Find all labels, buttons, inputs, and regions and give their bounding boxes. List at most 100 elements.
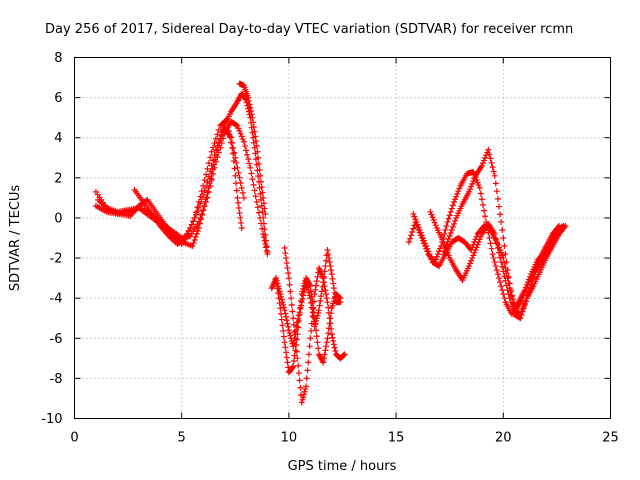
data-point (431, 219, 438, 226)
data-point (474, 241, 481, 248)
data-point (330, 280, 337, 287)
series-pass-e (236, 80, 269, 217)
data-point (520, 303, 527, 310)
data-point (328, 267, 335, 274)
data-point (239, 136, 246, 143)
data-point (226, 133, 233, 140)
data-point (263, 244, 270, 251)
data-point (488, 159, 495, 166)
data-point (315, 309, 322, 316)
data-point (469, 255, 476, 262)
data-point (213, 135, 220, 142)
data-point (412, 216, 419, 223)
data-point (291, 335, 298, 342)
data-point (313, 333, 320, 340)
data-point (275, 285, 282, 292)
data-point (235, 204, 242, 211)
data-point (252, 193, 259, 200)
data-point (330, 285, 337, 292)
data-point (496, 244, 503, 251)
data-point (501, 273, 508, 280)
data-point (286, 281, 293, 288)
data-point (218, 140, 225, 147)
data-point (327, 320, 334, 327)
data-point (443, 222, 450, 229)
data-point (245, 156, 252, 163)
data-point (492, 180, 499, 187)
data-point (258, 220, 265, 227)
data-point (534, 261, 541, 268)
data-point (521, 289, 528, 296)
data-point (300, 292, 307, 299)
data-point (255, 160, 262, 167)
data-point (306, 343, 313, 350)
data-point (189, 243, 196, 250)
data-point (260, 200, 267, 207)
y-tick-label: -2 (50, 252, 63, 267)
data-point (323, 291, 330, 298)
data-point (303, 279, 310, 286)
data-point (264, 251, 271, 258)
data-point (426, 251, 433, 258)
x-tick-label: 20 (495, 431, 512, 446)
data-point (201, 187, 208, 194)
data-point (305, 287, 312, 294)
data-point (511, 299, 518, 306)
data-point (504, 267, 511, 274)
data-point (405, 239, 412, 246)
data-point (298, 399, 305, 406)
data-point (258, 184, 265, 191)
data-point (561, 224, 568, 231)
data-point (496, 249, 503, 256)
data-point (313, 317, 320, 324)
data-point (248, 170, 255, 177)
data-point (197, 193, 204, 200)
data-point (282, 250, 289, 257)
data-point (492, 263, 499, 270)
data-point (255, 154, 262, 161)
data-point (314, 312, 321, 319)
data-point (314, 339, 321, 346)
data-point (494, 245, 501, 252)
data-point (444, 249, 451, 256)
data-point (301, 388, 308, 395)
data-point (237, 130, 244, 137)
data-point (313, 278, 320, 285)
data-point (233, 122, 240, 129)
data-point (284, 359, 291, 366)
data-point (192, 233, 199, 240)
data-point (284, 265, 291, 272)
series-pass-k (427, 208, 563, 322)
data-point (498, 283, 505, 290)
x-tick-label: 0 (70, 431, 78, 446)
data-markers (92, 80, 569, 406)
data-point (294, 355, 301, 362)
data-point (296, 377, 303, 384)
data-point (214, 131, 221, 138)
data-point (325, 309, 332, 316)
data-point (455, 188, 462, 195)
data-point (299, 295, 306, 302)
data-point (312, 320, 319, 327)
data-point (490, 168, 497, 175)
data-point (420, 237, 427, 244)
data-point (287, 288, 294, 295)
data-point (229, 145, 236, 152)
data-point (454, 190, 461, 197)
data-point (307, 335, 314, 342)
data-point (429, 214, 436, 221)
data-point (409, 228, 416, 235)
data-point (485, 146, 492, 153)
data-point (427, 253, 434, 260)
data-point (286, 329, 293, 336)
data-point (198, 188, 205, 195)
data-point (481, 157, 488, 164)
x-tick-label: 10 (281, 431, 298, 446)
data-point (311, 291, 318, 298)
data-point (240, 194, 247, 201)
x-axis-label: GPS time / hours (288, 459, 397, 474)
data-point (262, 210, 269, 217)
data-point (246, 101, 253, 108)
data-point (258, 178, 265, 185)
data-point (435, 248, 442, 255)
